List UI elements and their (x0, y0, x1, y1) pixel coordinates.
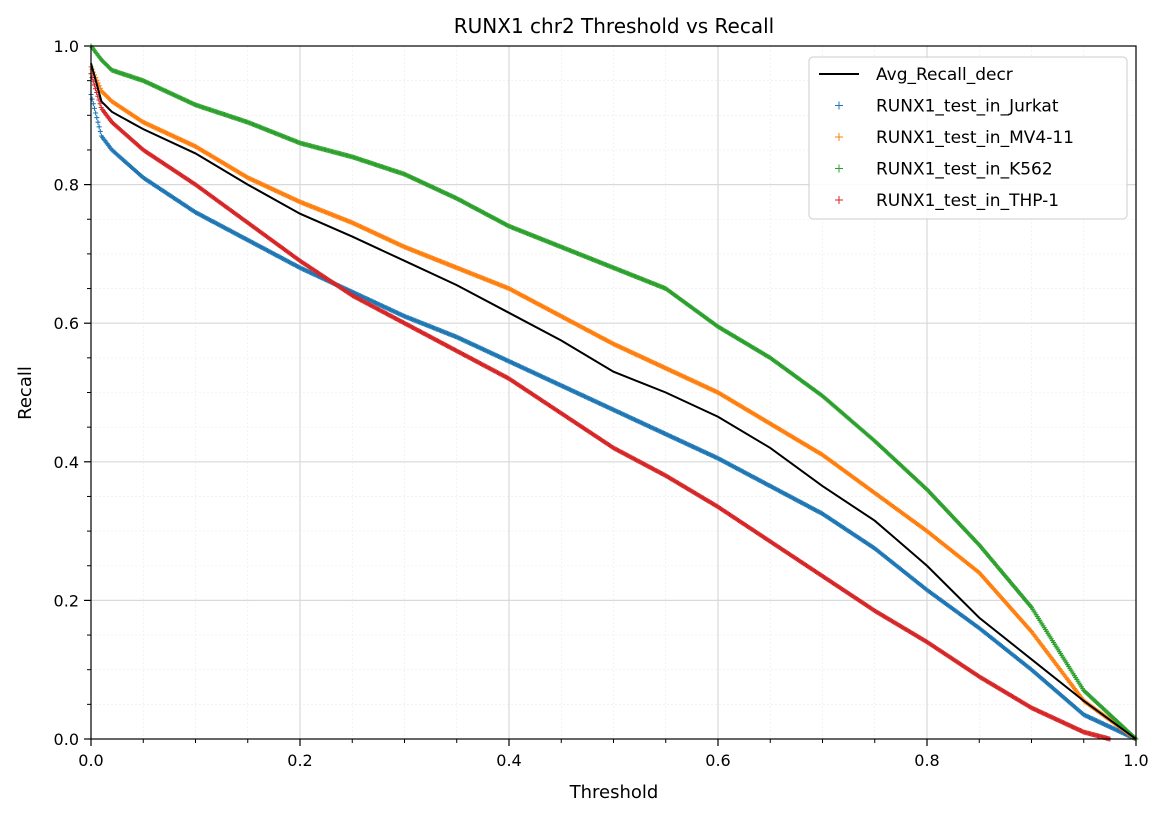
y-tick-label: 0.4 (54, 453, 79, 472)
legend-item: Avg_Recall_decr (819, 65, 1013, 85)
y-tick-label: 0.2 (54, 591, 79, 610)
x-tick-label: 0.2 (287, 751, 312, 770)
x-tick-label: 1.0 (1123, 751, 1148, 770)
series-line-Avg_Recall_decr (90, 63, 1137, 740)
y-tick-label: 0.8 (54, 176, 79, 195)
legend-box (808, 56, 1128, 220)
data-point (104, 63, 110, 69)
y-tick-label: 1.0 (54, 37, 79, 56)
series-RUNX1_test_in_THP-1 (88, 71, 1113, 742)
data-point (91, 105, 97, 111)
data-point (95, 119, 101, 125)
data-point (97, 101, 103, 107)
data-point (102, 60, 108, 66)
data-point (103, 61, 109, 67)
chart-title: RUNX1 chr2 Threshold vs Recall (454, 14, 774, 38)
legend-item: RUNX1_test_in_Jurkat (835, 97, 1059, 117)
legend-item: RUNX1_test_in_MV4-11 (835, 128, 1074, 148)
legend: Avg_Recall_decr RUNX1_test_in_Jurkat RUNX1… (808, 56, 1128, 220)
data-point (107, 96, 113, 102)
legend-label: Avg_Recall_decr (876, 65, 1013, 85)
data-point (100, 89, 106, 95)
minor-grid (91, 46, 1136, 739)
data-point (102, 92, 108, 98)
data-point (93, 110, 99, 116)
x-tick-label: 0.0 (78, 751, 103, 770)
legend-marker-swatch (835, 101, 843, 110)
legend-label: RUNX1_test_in_Jurkat (876, 97, 1059, 117)
data-point (101, 59, 107, 65)
data-point (105, 95, 111, 101)
data-point (105, 64, 111, 70)
y-tick-label: 0.6 (54, 314, 79, 333)
data-point (101, 90, 107, 96)
data-point (107, 65, 113, 71)
legend-label: RUNX1_test_in_MV4-11 (876, 128, 1074, 148)
legend-item: RUNX1_test_in_THP-1 (835, 191, 1059, 211)
data-point (97, 128, 103, 134)
y-tick-label: 0.0 (54, 730, 79, 749)
series-layer (88, 43, 1139, 742)
data-point (104, 94, 110, 100)
data-point (90, 101, 96, 107)
series-RUNX1_test_in_K562 (88, 43, 1139, 742)
x-tick-label: 0.8 (914, 751, 939, 770)
data-point (103, 93, 109, 99)
data-point (94, 115, 100, 121)
data-point (100, 58, 106, 64)
x-tick-label: 0.6 (705, 751, 730, 770)
legend-label: RUNX1_test_in_THP-1 (876, 191, 1059, 211)
legend-marker-swatch (835, 164, 843, 173)
legend-label: RUNX1_test_in_K562 (876, 160, 1053, 180)
x-axis-label: Threshold (569, 782, 659, 803)
x-tick-label: 0.4 (496, 751, 521, 770)
y-axis-label: Recall (15, 366, 36, 420)
data-point (96, 124, 102, 130)
legend-marker-swatch (835, 196, 843, 204)
series-RUNX1_test_in_MV4-11 (88, 64, 1139, 742)
axis-ticks (84, 45, 1137, 746)
tick-labels: 0.0 0.2 0.4 0.6 0.8 1.0 0.0 0.2 0.4 0.6 0.8 1.0 (54, 37, 1149, 770)
legend-item: RUNX1_test_in_K562 (835, 160, 1053, 180)
legend-marker-swatch (835, 133, 843, 141)
